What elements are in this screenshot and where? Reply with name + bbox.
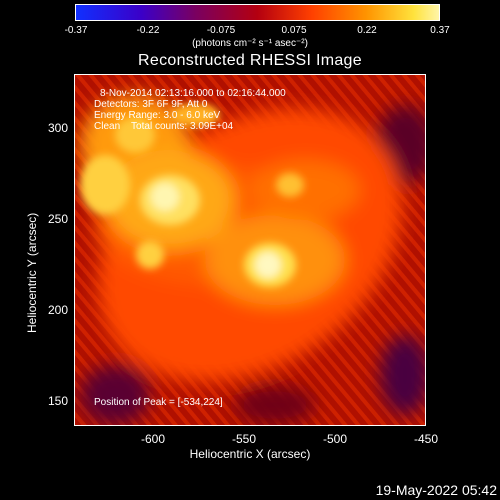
colorbar-tick: -0.22 [136,25,160,36]
annotation-detectors: Detectors: 3F 6F 9F, Att 0 [94,99,208,110]
y-tick-label: 300 [47,121,68,135]
rhessi-image-panel [74,74,426,426]
y-tick-label: 250 [47,212,68,226]
annotation-time-range: 8-Nov-2014 02:13:16.000 to 02:16:44.000 [100,88,286,99]
colorbar-tick: 0.22 [357,25,377,36]
colorbar-tick: -0.075 [206,25,236,36]
x-axis-label: Heliocentric X (arcsec) [189,447,311,461]
annotation-total-counts: Clean Total counts: 3.09E+04 [94,121,234,132]
footer-date: 19-May-2022 05:42 [375,482,497,498]
rhessi-image [75,75,425,425]
colorbar-tick: -0.37 [64,25,88,36]
annotation-peak-position: Position of Peak = [-534,224] [94,397,223,408]
image-title: Reconstructed RHESSI Image [138,52,362,69]
colorbar-tick: 0.37 [430,25,450,36]
annotation-energy-range: Energy Range: 3.0 - 6.0 keV [94,110,221,121]
x-tick-label: -600 [140,432,166,446]
x-tick-label: -450 [413,432,439,446]
y-tick-label: 200 [47,303,68,317]
x-tick-label: -500 [322,432,348,446]
colorbar [75,4,440,21]
colorbar-tick: 0.075 [281,25,307,36]
colorbar-unit-label: (photons cm⁻² s⁻¹ asec⁻²) [192,38,308,49]
x-tick-label: -550 [231,432,257,446]
y-tick-label: 150 [47,394,68,408]
